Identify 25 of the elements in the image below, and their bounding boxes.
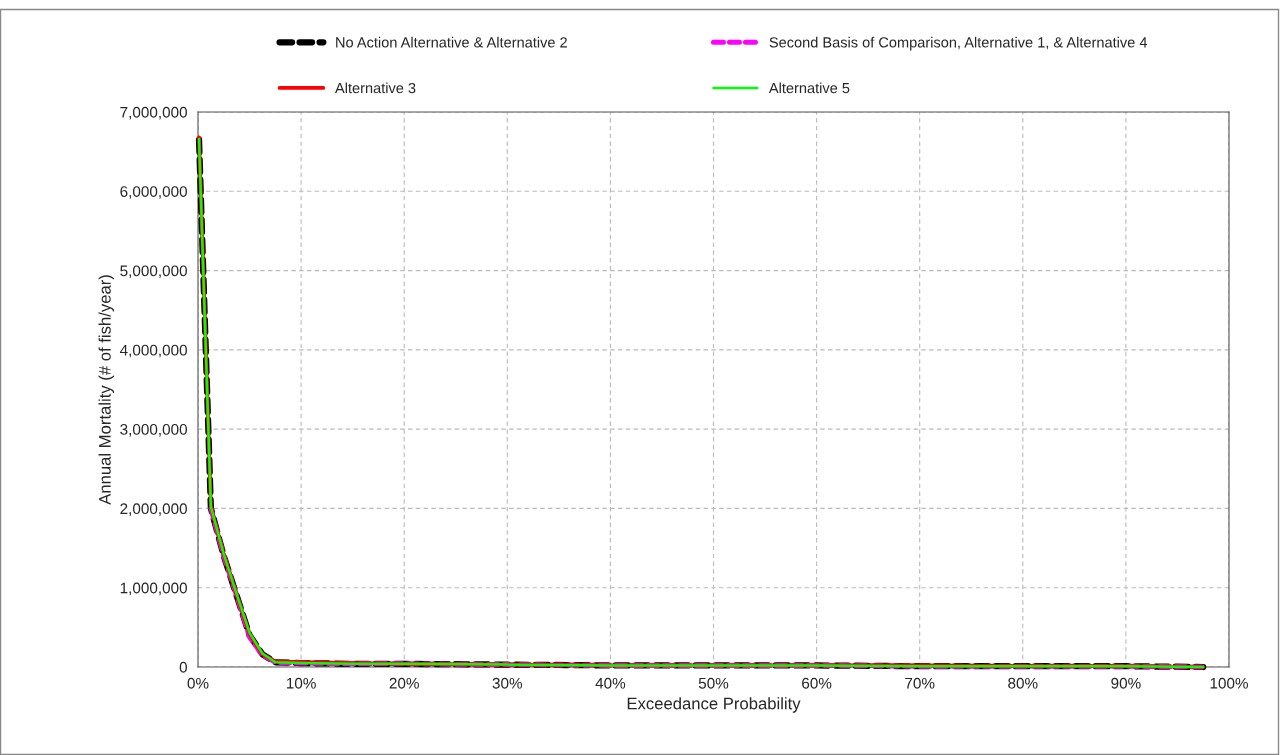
legend-label: Alternative 3 <box>335 82 416 94</box>
x-tick-label: 60% <box>802 677 832 689</box>
y-tick-label: 5,000,000 <box>120 265 187 279</box>
x-tick-label: 0% <box>187 677 209 689</box>
x-tick-label: 80% <box>1008 677 1038 689</box>
x-tick-label: 10% <box>286 677 316 689</box>
legend-label: No Action Alternative & Alternative 2 <box>336 36 567 48</box>
y-axis-title: Annual Mortality (# of fish/year) <box>98 275 115 505</box>
x-tick-label: 20% <box>389 677 419 689</box>
y-tick-label: 2,000,000 <box>120 503 187 516</box>
y-tick-label: 4,000,000 <box>119 344 187 358</box>
x-tick-label: 70% <box>905 677 935 689</box>
x-tick-label: 90% <box>1111 677 1141 689</box>
y-tick-label: 1,000,000 <box>120 582 187 596</box>
x-axis-title: Exceedance Probability <box>627 697 801 713</box>
x-tick-label: 50% <box>698 677 729 689</box>
y-tick-label: 3,000,000 <box>120 424 187 437</box>
legend-label: Alternative 5 <box>768 82 850 94</box>
legend-label: Second Basis of Comparison, Alternative 1, & Alternative 4 <box>769 36 1148 51</box>
y-tick-label: 6,000,000 <box>120 186 187 199</box>
y-tick-label: 7,000,000 <box>120 106 187 120</box>
x-tick-label: 100% <box>1210 677 1248 689</box>
y-tick-label: 0 <box>179 661 187 673</box>
x-tick-label: 30% <box>492 677 523 689</box>
x-tick-label: 40% <box>595 677 626 689</box>
